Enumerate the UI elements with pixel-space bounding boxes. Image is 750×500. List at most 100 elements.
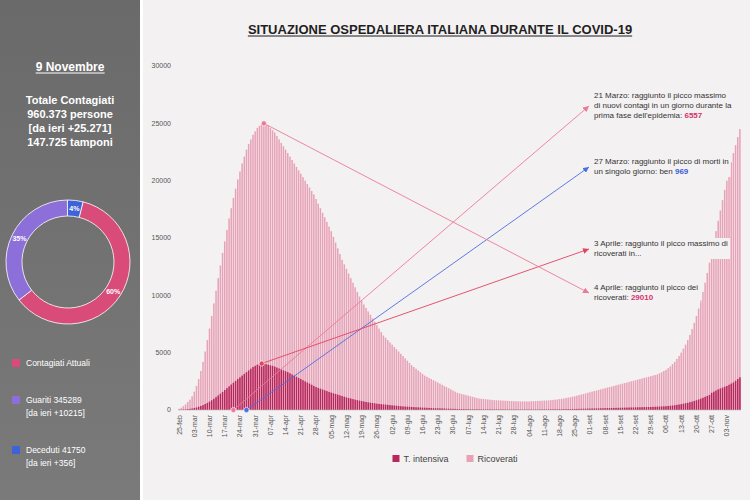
- bar: [187, 402, 189, 410]
- bar: [730, 384, 732, 410]
- bar: [483, 399, 485, 410]
- bar: [576, 396, 578, 410]
- bar: [552, 400, 554, 410]
- bar: [200, 406, 202, 410]
- bar: [657, 407, 659, 410]
- bar: [298, 378, 300, 410]
- bar: [654, 375, 656, 410]
- bar: [422, 374, 424, 410]
- bar: [665, 370, 667, 410]
- anchor-dot: [244, 407, 249, 412]
- bar: [613, 408, 615, 410]
- bar: [700, 300, 702, 410]
- page: 9 NovembreTotale Contagiati960.373 perso…: [0, 0, 750, 500]
- bar: [396, 406, 398, 410]
- bar: [687, 340, 689, 410]
- bar: [365, 402, 367, 410]
- bar: [324, 390, 326, 410]
- bar: [430, 379, 432, 410]
- bar: [511, 401, 513, 410]
- bar: [498, 400, 500, 410]
- bar: [207, 340, 209, 410]
- bar: [650, 407, 652, 410]
- x-tick-label: 16-giu: [419, 415, 427, 435]
- bar: [626, 408, 628, 410]
- bar: [644, 378, 646, 410]
- bar: [413, 407, 415, 410]
- bar: [685, 345, 687, 410]
- bar: [226, 230, 228, 410]
- donut-slice: [67, 200, 83, 217]
- bar: [639, 379, 641, 410]
- bar: [641, 378, 643, 410]
- bar: [411, 407, 413, 410]
- bar: [407, 361, 409, 410]
- bar: [711, 252, 713, 410]
- bar: [387, 405, 389, 410]
- bar: [376, 404, 378, 410]
- annotation-words: di nuovi contagi in un giorno durante la: [594, 101, 732, 110]
- bar: [267, 126, 269, 410]
- x-tick-label: 07-apr: [267, 414, 275, 435]
- bar: [646, 377, 648, 410]
- bar: [335, 394, 337, 410]
- bar: [220, 394, 222, 410]
- bar: [509, 401, 511, 410]
- bar: [313, 194, 315, 410]
- bar: [359, 401, 361, 410]
- bar: [333, 237, 335, 410]
- bar: [341, 396, 343, 410]
- bar: [322, 213, 324, 410]
- bar: [180, 408, 182, 410]
- bar: [248, 370, 250, 410]
- bar: [704, 283, 706, 410]
- bar: [491, 400, 493, 410]
- y-tick-label: 0: [167, 406, 171, 413]
- bar: [724, 387, 726, 410]
- x-tick-label: 30-giu: [449, 415, 457, 435]
- bar: [250, 369, 252, 410]
- bar: [698, 309, 700, 410]
- x-tick-label: 14-lug: [480, 415, 488, 435]
- bar: [609, 387, 611, 410]
- bar: [635, 407, 637, 410]
- bar: [520, 401, 522, 410]
- annotation-words: 3 Aprile: raggiunto il picco massimo di: [594, 239, 728, 248]
- bar: [617, 385, 619, 410]
- legend-swatch: [12, 446, 20, 454]
- bar: [696, 400, 698, 410]
- annotation-words: ricoverati in...: [594, 249, 642, 258]
- bar: [663, 406, 665, 410]
- bar: [409, 363, 411, 410]
- bar: [704, 397, 706, 410]
- bar: [665, 406, 667, 410]
- bar: [676, 405, 678, 410]
- bar: [383, 404, 385, 410]
- bar: [337, 395, 339, 410]
- bar: [357, 400, 359, 410]
- legend-entry: Guariti 345289: [26, 395, 82, 405]
- bar: [300, 379, 302, 410]
- bar: [739, 129, 741, 410]
- bar: [457, 393, 459, 410]
- bar: [735, 381, 737, 410]
- sidebar-separator: [140, 0, 143, 500]
- bar: [398, 406, 400, 410]
- bar: [537, 401, 539, 410]
- x-tick-label: 21-apr: [297, 414, 305, 435]
- bar: [363, 402, 365, 410]
- bar: [696, 316, 698, 410]
- bar: [309, 384, 311, 410]
- donut: [6, 200, 130, 324]
- bar: [263, 123, 265, 410]
- bar: [702, 398, 704, 410]
- legend-swatch: [392, 455, 399, 462]
- x-tick-label: 17-mar: [221, 414, 228, 437]
- bar: [228, 386, 230, 410]
- bar: [267, 365, 269, 410]
- bar: [585, 393, 587, 410]
- date-underline: [36, 73, 105, 74]
- x-tick-label: 06-ott: [662, 415, 669, 433]
- bar: [435, 381, 437, 410]
- annotation-patch: [592, 238, 730, 259]
